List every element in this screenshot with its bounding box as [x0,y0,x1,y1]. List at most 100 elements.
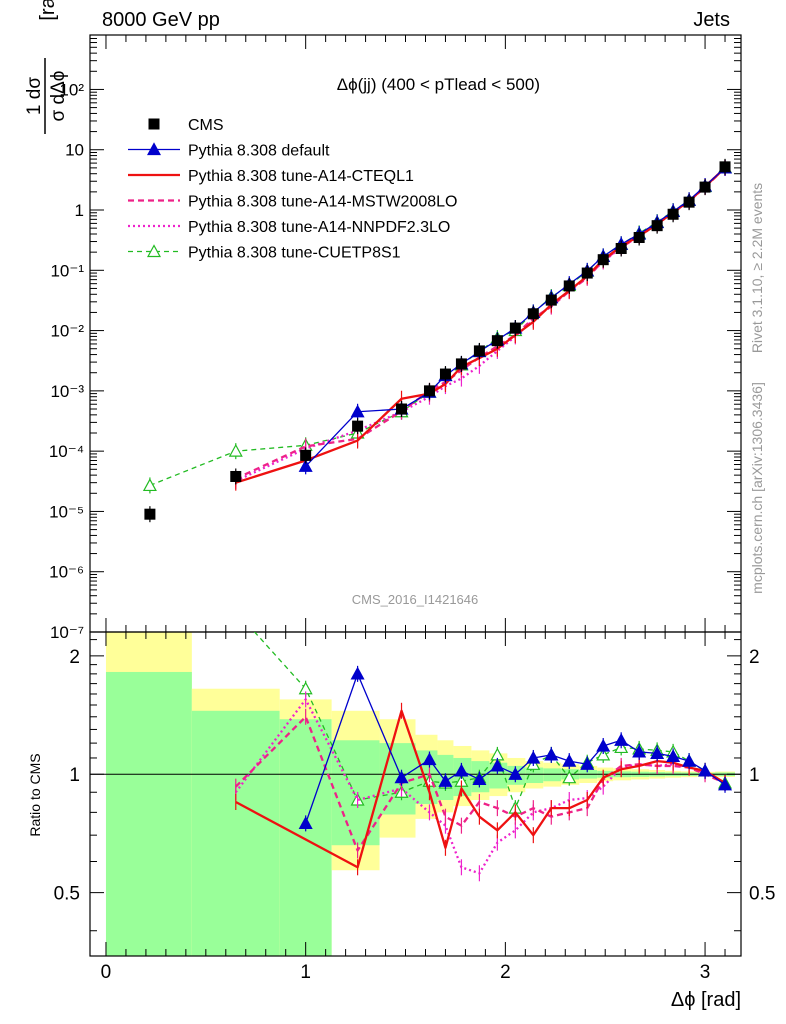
legend: CMS Pythia 8.308 default Pythia 8.308 tune… [128,117,457,262]
ratio-line-cuetp [253,632,726,809]
ratio-y-tick-label: 1 [69,765,80,786]
main-point-cms [719,161,731,173]
main-point-cms [581,267,593,279]
legend-label-nnpdf: Pythia 8.308 tune-A14-NNPDF2.3LO [188,219,450,236]
main-point-cms [473,345,485,357]
ratio-point-default [394,770,409,784]
main-point-cms [563,280,575,292]
ratio-point-default [438,773,453,787]
ratio-point-default [472,772,487,786]
main-point-cms [651,220,663,232]
main-line-default [305,167,726,467]
ratio-y-tick-label: 2 [69,647,80,668]
main-point-cms [527,308,539,320]
ratio-point-default [298,816,313,829]
main-point-cms [545,294,557,306]
main-point-cms [683,196,695,208]
analysis-watermark: CMS_2016_I1421646 [352,592,479,607]
main-plot-series [142,158,733,523]
main-point-cms [396,403,408,415]
ratio-point-default [422,752,437,766]
y-axis-label: 1 dσ σ dΔϕ [rad⁻¹] [24,0,69,134]
main-line-cteql1 [235,167,726,484]
legend-label-cms: CMS [188,117,224,134]
legend-marker-cms [148,118,160,130]
ratio-point-default [508,766,523,780]
ratio-band-inner [105,671,192,956]
y-tick-label: 10² [59,80,84,99]
ratio-point-default [718,777,733,791]
ratio-plot-frame [89,631,742,957]
header-left: 8000 GeV pp [102,9,220,31]
header-right: Jets [693,9,730,31]
ratio-y-tick-label: 0.5 [54,884,80,905]
legend-marker-cuetp [146,244,162,258]
svg-text:[rad⁻¹]: [rad⁻¹] [37,0,59,21]
ratio-point-default [544,747,559,761]
ratio-uncertainty-bands [105,632,736,956]
ratio-band-inner [191,710,280,956]
main-point-cuetp [142,478,157,492]
y-tick-label: 10⁻¹ [50,261,84,280]
y-tick-label: 10⁻⁴ [49,442,84,461]
legend-label-mstw: Pythia 8.308 tune-A14-MSTW2008LO [188,194,457,211]
ratio-y-axis-label: Ratio to CMS [27,753,43,836]
main-point-cms [352,420,364,432]
ratio-band-inner [543,768,562,782]
ratio-band-inner [525,767,544,784]
y-tick-label: 10⁻⁵ [49,502,84,521]
main-point-cms [509,322,521,334]
ratio-point-default [698,763,713,777]
ratio-y-tick-label: 1 [749,765,760,786]
main-line-nnpdf [235,167,726,483]
main-point-cms [439,368,451,380]
svg-text:σ dΔϕ: σ dΔϕ [48,71,69,122]
legend-label-cuetp: Pythia 8.308 tune-CUETP8S1 [188,245,401,262]
ratio-point-default [614,733,629,746]
main-point-cms [455,358,467,370]
ratio-band-inner [331,740,380,846]
ratio-point-default [666,749,681,763]
y-tick-label: 10⁻⁶ [49,563,84,582]
x-tick-label: 2 [500,962,511,983]
ratio-point-default [682,753,697,767]
main-point-cms [144,508,156,520]
main-point-default [350,404,365,418]
chart-title: Δϕ(jj) (400 < pTlead < 500) [337,75,540,94]
ratio-y-tick-label: 0.5 [749,884,775,905]
ratio-line-mstw [234,715,726,852]
main-point-cms [300,449,312,461]
main-point-cms [667,208,679,220]
ratio-point-default [650,746,665,759]
ratio-point-default [350,666,365,680]
legend-label-default: Pythia 8.308 default [188,143,330,160]
main-point-cms [230,470,242,482]
legend-marker-default [146,142,162,156]
mcplots-label: mcplots.cern.ch [arXiv:1306.3436] [749,382,765,594]
rivet-label: Rivet 3.1.10, ≥ 2.2M events [749,183,765,353]
ratio-point-default [454,763,469,777]
main-line-mstw [235,167,726,480]
ratio-point-cuetp [596,747,611,761]
ratio-point-default [580,757,595,770]
y-tick-label: 10⁻² [50,322,84,341]
y-tick-label: 10 [65,141,84,160]
ratio-point-default [562,753,577,767]
main-point-cms [597,254,609,266]
ratio-band-inner [279,719,332,956]
ratio-point-default [596,738,611,752]
main-point-default [298,459,313,472]
x-tick-label: 1 [300,962,311,983]
x-tick-label: 3 [700,962,711,983]
main-point-cms [491,335,503,347]
ratio-point-cuetp [144,581,156,592]
svg-text:1 dσ: 1 dσ [24,77,45,115]
ratio-point-default [490,758,505,772]
ratio-point-cuetp [230,605,242,616]
main-point-cms [615,242,627,254]
main-point-cms [699,181,711,193]
y-tick-label: 1 [75,201,84,220]
ratio-point-default [632,744,647,758]
